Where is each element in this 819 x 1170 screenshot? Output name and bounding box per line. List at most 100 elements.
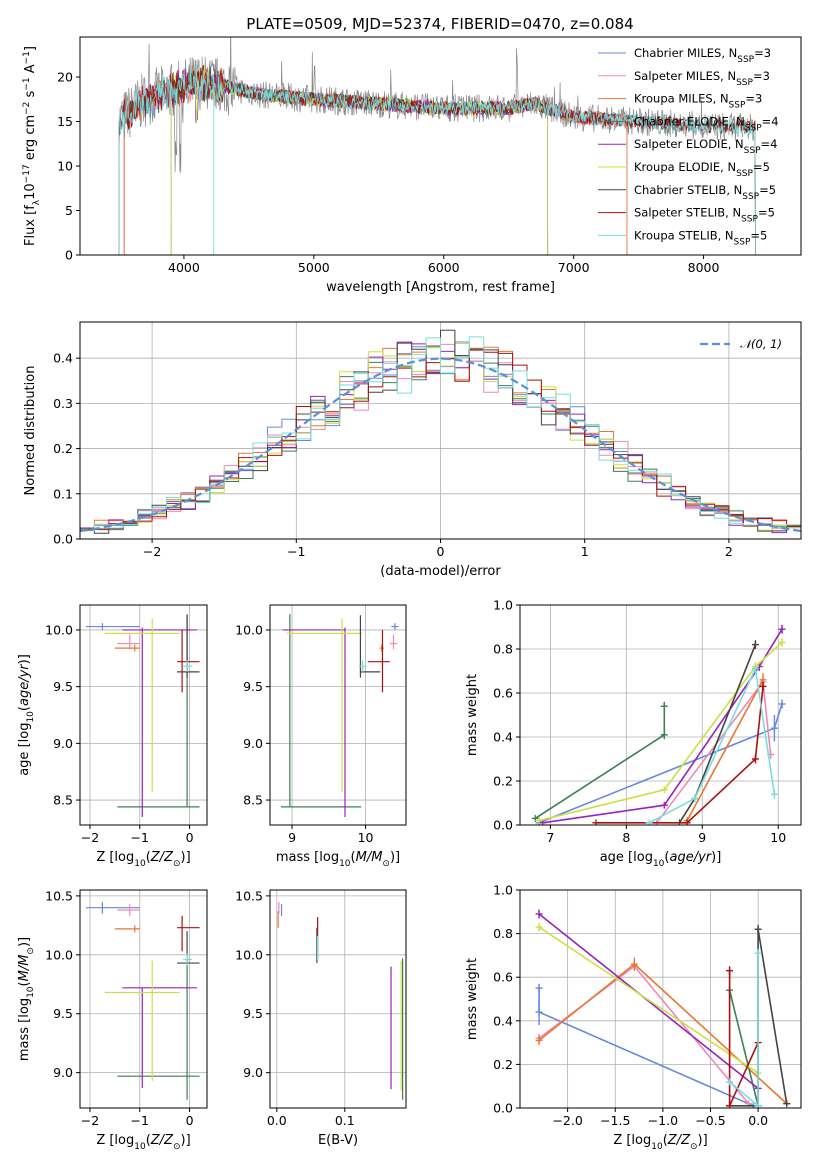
label-part: 10	[134, 1142, 146, 1152]
label-part: Chabrier MILES, N	[634, 46, 737, 60]
label-part: −2	[22, 102, 32, 115]
panel-mass_vs_EBV: 0.0 0.1 9.0 9.5 10.0 10.5 E(B-V)	[235, 888, 407, 1148]
y-axis-label: mass [log10(M/M⊙)]	[17, 937, 36, 1061]
y-tick-label: 9.5	[243, 1006, 263, 1021]
figure-title: PLATE=0509, MJD=52374, FIBERID=0470, z=0…	[246, 15, 633, 33]
y-tick-label: 0.1	[53, 486, 73, 501]
y-tick-label: 0	[65, 248, 73, 263]
label-part: )]	[711, 850, 721, 865]
label-part: Chabrier ELODIE, N	[634, 114, 745, 128]
point-salpeter-stelib	[177, 629, 200, 693]
point-kroupa-miles	[114, 644, 140, 652]
label-part: =4	[761, 137, 778, 151]
legend-label-salpeter-elodie: Salpeter ELODIE, NSSP=4	[634, 137, 777, 156]
x-tick-label: 5000	[298, 260, 330, 275]
legend-label-salpeter-miles: Salpeter MILES, NSSP=3	[634, 69, 770, 88]
legend-label-salpeter-stelib: Salpeter STELIB, NSSP=5	[634, 206, 775, 225]
label-part: SSP	[736, 169, 753, 179]
x-axis-label: Z [log10(Z/Z⊙)]	[613, 1133, 707, 1152]
y-tick-label: 0.0	[493, 818, 513, 833]
y-tick-label: 10	[57, 159, 73, 174]
axes-frame	[79, 604, 208, 826]
label-part: =5	[753, 160, 770, 174]
x-tick-label: −1.5	[600, 1113, 630, 1128]
label-part: )]	[17, 937, 32, 947]
series-line	[729, 953, 759, 1108]
label-part: Kroupa ELODIE, N	[634, 160, 736, 174]
label-part: (	[664, 850, 669, 865]
x-tick-label: 2	[725, 544, 733, 559]
point-kroupa-miles	[114, 925, 140, 933]
label-part: Z/Z	[150, 850, 174, 865]
label-part: ⊙	[173, 859, 181, 869]
series-line	[595, 686, 764, 824]
panel-mass_weight_vs_Z: −2.0 −1.5 −1.0 −0.5 0.0 0.0 0.2 0.4 0.6 0.8 1.0 Z […	[465, 883, 802, 1152]
y-tick-label: 10.5	[45, 888, 73, 903]
x-tick-label: 0.0	[267, 1113, 287, 1128]
label-part: =5	[758, 206, 775, 220]
label-part: Z [log	[96, 1133, 134, 1148]
label-part: Flux [f	[23, 205, 38, 246]
y-tick-label: 0.6	[493, 970, 513, 985]
label-part: age/yr	[669, 850, 712, 865]
label-part: Z/Z	[150, 1133, 174, 1148]
y-axis-label: Normed distribution	[23, 366, 38, 496]
legend: Chabrier MILES, N SSP =3 Salpeter MILES, NS…	[598, 46, 779, 247]
series-kroupa-stelib	[645, 664, 778, 825]
panel-mass_vs_Z: −2 −1 09.09.510.010.5Z [log10(Z/Z⊙)]mass […	[17, 888, 208, 1152]
point-salpeter-stelib	[177, 915, 200, 952]
x-tick-label: −2.0	[552, 1113, 582, 1128]
series-line	[538, 965, 750, 1105]
x-axis-label: Z [log10(Z/Z⊙)]	[96, 850, 190, 869]
panel-spectrum: 4000 5000 6000 7000 8000 0 5 10 15 20 wavelength […	[22, 36, 802, 295]
series-kroupa-miles	[683, 673, 767, 825]
label-part: mass [log	[17, 998, 32, 1061]
label-part: 10	[653, 859, 665, 869]
label-part: mass [log	[276, 850, 339, 865]
y-tick-label: 1.0	[493, 883, 513, 898]
label-part: )]	[181, 850, 191, 865]
label-part: ⊙	[26, 947, 36, 955]
point-kroupa-elodie	[286, 618, 362, 793]
label-part: 10	[339, 859, 351, 869]
y-axis-label: Flux [fλ10−17 erg cm−2 s−1 A−1]	[22, 46, 42, 246]
label-part: E(B-V)	[318, 1133, 358, 1148]
point-chabrier-miles	[85, 623, 140, 630]
point-kroupa-elodie	[104, 618, 180, 793]
point-kroupa-miles	[379, 644, 384, 652]
series-line	[686, 679, 764, 821]
legend-label-chabrier-stelib: Chabrier STELIB, NSSP=5	[634, 183, 776, 202]
y-tick-label: 15	[57, 114, 73, 129]
series-line	[538, 926, 759, 1074]
series-chabrier-elodie	[531, 701, 668, 822]
y-tick-label: 20	[57, 70, 73, 85]
label-part: M/M	[356, 850, 383, 865]
plot-area	[85, 614, 200, 818]
label-part: (	[663, 1133, 668, 1148]
label-part: erg cm	[23, 115, 38, 164]
label-part: )]	[181, 1133, 191, 1148]
label-part: SSP	[745, 123, 762, 133]
label-part: Chabrier STELIB, N	[634, 183, 742, 197]
label-part: (	[17, 706, 32, 711]
y-tick-label: 0.3	[53, 396, 73, 411]
label-part: =3	[745, 92, 762, 106]
x-tick-label: 0	[186, 830, 194, 845]
point-chabrier-elodie	[117, 958, 200, 1100]
y-tick-label: 0.0	[53, 532, 73, 547]
label-part: 10	[134, 859, 146, 869]
point-salpeter-miles	[117, 904, 140, 916]
label-part: Salpeter STELIB, N	[634, 206, 741, 220]
label-part: mass weight	[465, 674, 480, 756]
label-part: 10	[651, 1142, 663, 1152]
plot-area	[281, 614, 399, 818]
series-line	[538, 641, 783, 822]
x-axis-label: mass [log10(M/M⊙)]	[276, 850, 400, 869]
label-part: =5	[759, 183, 776, 197]
y-axis-label: mass weight	[465, 674, 480, 756]
model-spectrum-kroupa-elodie	[170, 66, 549, 255]
label-part: (data-model)/error	[380, 564, 501, 579]
x-tick-label: 0	[437, 544, 445, 559]
panel-residual_histogram: −2 −1 0 1 2 0.0 0.1 0.2 0.3 0.4 (data-model)/error…	[23, 321, 802, 579]
